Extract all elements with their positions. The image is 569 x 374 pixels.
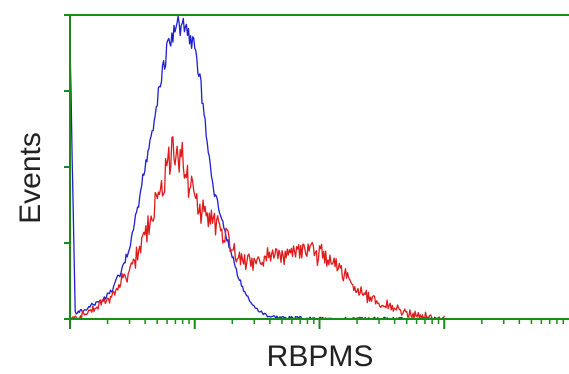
y-axis-title: Events (14, 132, 47, 224)
x-axis-title: RBPMS (267, 340, 374, 373)
axis-ticks (64, 14, 565, 329)
plot-background (70, 15, 569, 319)
series-line-2 (70, 136, 445, 320)
